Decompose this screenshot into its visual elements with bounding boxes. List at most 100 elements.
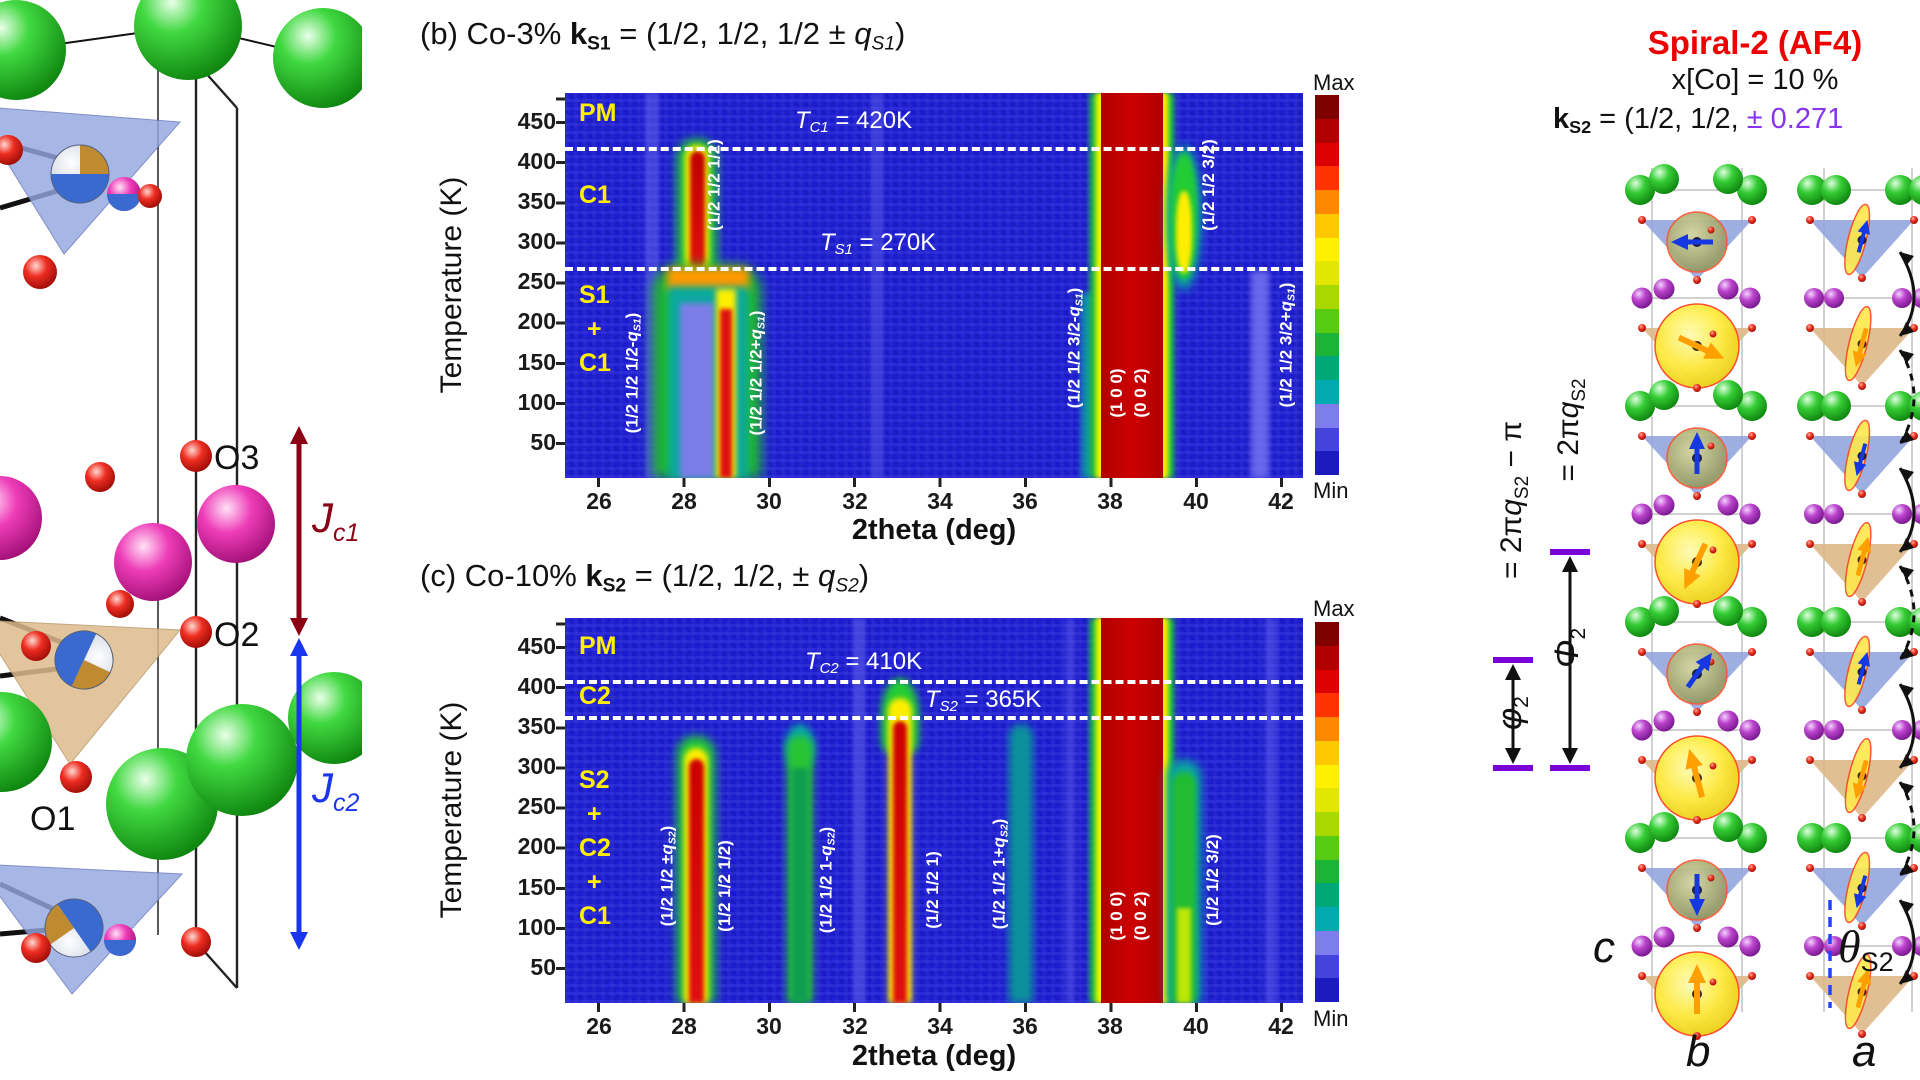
- panel-b-title-pre: (b) Co-3%: [420, 16, 570, 51]
- peak-qsub: S1: [631, 318, 644, 332]
- peak-text: (1/2 1/2 1/2+: [746, 339, 766, 436]
- peak-label: (1/2 1/2 1): [923, 851, 943, 929]
- peak-text: (1 0 0): [1107, 368, 1126, 418]
- y-tick-label: 200: [517, 833, 556, 859]
- colorbar-segment: [1315, 835, 1339, 860]
- jc2-label: Jc2: [311, 764, 360, 817]
- heat-column-yellowflecks: [1177, 908, 1191, 1003]
- colorbar-segment: [1315, 764, 1339, 789]
- oxygen-o1-sphere: [60, 761, 92, 793]
- ts1-sym: T: [820, 229, 835, 256]
- phase-label-c1b: C1: [579, 349, 611, 377]
- k-qvalue: ± 0.271: [1746, 103, 1844, 135]
- tc1-dashed-line: [565, 147, 1303, 151]
- peak-end: ): [746, 310, 766, 317]
- colorbar-segment: [1315, 166, 1339, 190]
- x-tick-label: 32: [842, 488, 868, 514]
- magenta-spheres: [0, 476, 275, 601]
- heat-column-red: [893, 721, 907, 1003]
- peak-label: (0 0 2): [1131, 891, 1151, 940]
- x-tick-label: 28: [671, 488, 697, 514]
- peak-end: ): [1064, 287, 1084, 294]
- peak-label: (1/2 1/2 1/2+qS1): [747, 311, 768, 436]
- faint-column: [853, 618, 865, 1003]
- x-tick-label: 28: [671, 1013, 697, 1039]
- nuclear-band-red: [1101, 93, 1163, 478]
- peak-end: ): [816, 826, 836, 833]
- heat-blob-yellow: [1176, 191, 1192, 273]
- colorbar-segment: [1315, 261, 1339, 285]
- ts2-dashed-line: [565, 716, 1303, 720]
- colorbar-segment: [1315, 380, 1339, 404]
- panel-b-colorbar-min: Min: [1313, 478, 1349, 503]
- oxygen-o2-sphere: [180, 616, 212, 648]
- y-tick-label: 50: [530, 954, 556, 980]
- heat-column-c1-red: [690, 151, 705, 269]
- peak-text: (1/2 1/2 3/2-: [1064, 316, 1084, 409]
- peak-end: ): [657, 825, 677, 832]
- ts1-sub: S1: [834, 242, 853, 259]
- peak-qsub: S1: [755, 316, 768, 330]
- heat-column-core: [792, 768, 808, 1003]
- colorbar-segment: [1315, 954, 1339, 979]
- colorbar-segment: [1315, 403, 1339, 428]
- panel-c-xlabel: 2theta (deg): [851, 1040, 1017, 1072]
- peak-text: (1/2 1/2 1/2): [704, 139, 724, 231]
- y-tick-label: 350: [517, 188, 556, 214]
- panel-b-title: (b) Co-3% kS1 = (1/2, 1/2, 1/2 ± qS1): [420, 16, 905, 55]
- colorbar-segment: [1315, 213, 1339, 238]
- oxygen-sphere: [85, 462, 115, 492]
- panel-b-title-mid: = (1/2, 1/2, 1/2 ±: [610, 16, 855, 51]
- peak-label: (1/2 1/2 ±qS2): [658, 826, 679, 927]
- peak-text: (1/2 1/2 ±: [657, 854, 677, 927]
- peak-label: (1/2 1/2 3/2): [1199, 139, 1219, 231]
- peak-end: ): [989, 818, 1009, 825]
- phase-label-s1: S1: [579, 281, 610, 309]
- heat-region-s1-red: [720, 309, 732, 478]
- ts2-sym: T: [925, 686, 940, 713]
- tc2-sym: T: [805, 648, 820, 675]
- colorbar-segment: [1315, 332, 1339, 357]
- colorbar-segment: [1315, 883, 1339, 907]
- peak-text: (1/2 1/2 1-: [816, 855, 836, 934]
- phi-low-equation: = 2πqS2 − π: [1495, 421, 1533, 579]
- peak-qsub: S2: [998, 824, 1011, 838]
- x-tick-label: 30: [756, 1013, 782, 1039]
- peak-end: ): [1276, 282, 1296, 289]
- heat-region-s1-orange: [667, 268, 749, 290]
- x-tick-label: 38: [1097, 488, 1123, 514]
- ts1-label: TS1 = 270K: [820, 229, 936, 258]
- panel-b-title-qsub: S1: [871, 33, 896, 55]
- o2-label: O2: [214, 616, 259, 654]
- peak-text: (1/2 1/2 1/2-: [622, 341, 642, 434]
- companion-sphere: [107, 177, 141, 211]
- peak-label: (1 0 0): [1107, 368, 1127, 417]
- green-spheres-mid: [0, 672, 362, 860]
- tan-tetrahedron: [0, 590, 182, 765]
- spiral2-kvector: kS2 = (1/2, 1/2, ± 0.271: [1553, 103, 1843, 138]
- peak-label: (1/2 1/2 1-qS2): [817, 827, 838, 933]
- colorbar-segment: [1315, 930, 1339, 955]
- peak-qsub: S1: [1285, 288, 1298, 302]
- spiral2-title: Spiral-2 (AF4): [1647, 24, 1863, 61]
- tc1-val: = 420K: [828, 107, 913, 134]
- colorbar-segment: [1315, 669, 1339, 694]
- tc1-sub: C1: [809, 120, 829, 137]
- panel-c-ylabel: Temperature (K): [435, 701, 468, 919]
- blue-tetrahedron-bottom: [0, 864, 211, 995]
- ts2-val: = 365K: [957, 686, 1042, 713]
- faint-column: [1265, 618, 1277, 1003]
- panel-b-xlabel: 2theta (deg): [851, 514, 1017, 546]
- theta-s2-label: θS2: [1838, 921, 1894, 977]
- x-tick-label: 34: [927, 488, 953, 514]
- panel-b-colorbar-max: Max: [1313, 70, 1355, 95]
- panel-c-ytick-marks: [556, 618, 565, 1003]
- peak-q: q: [1276, 301, 1296, 312]
- y-tick-label: 300: [517, 228, 556, 254]
- phase-label-c1: C1: [579, 181, 611, 209]
- y-tick-label: 50: [530, 429, 556, 455]
- colorbar-segment: [1315, 356, 1339, 380]
- peak-qsub: S2: [666, 831, 679, 845]
- coupling-arrows: [1898, 251, 1916, 985]
- phi-low-symbol: φ2: [1491, 696, 1533, 730]
